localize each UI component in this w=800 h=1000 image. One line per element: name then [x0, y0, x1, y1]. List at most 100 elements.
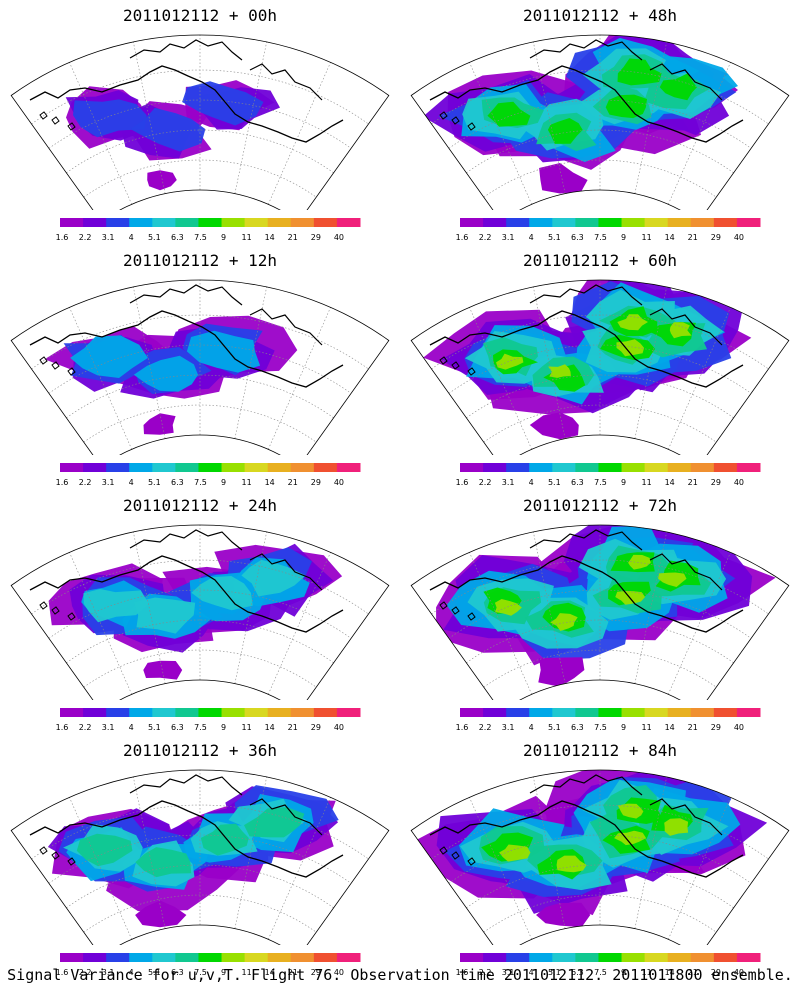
colorbar-tick-label: 5.1 [148, 723, 161, 732]
coastline [29, 800, 344, 878]
graticule-meridian [533, 41, 566, 194]
colorbar-swatch [198, 953, 223, 962]
colorbar-swatch [60, 708, 84, 717]
island-outline [67, 367, 76, 376]
colorbar-tick-label: 21 [688, 478, 698, 487]
colorbar-tick-label: 9 [621, 233, 626, 242]
colorbar-tick-label: 29 [711, 968, 721, 977]
colorbar-tick-label: 5.1 [148, 478, 161, 487]
island-outline [439, 846, 448, 855]
variance-contour [135, 847, 192, 878]
variance-contour [143, 660, 183, 680]
coastline [129, 284, 243, 306]
island-outline [451, 606, 460, 615]
colorbar-tick-label: 5.1 [148, 233, 161, 242]
colorbar-tick-label: 2.2 [479, 478, 492, 487]
graticule-meridian [668, 797, 731, 940]
colorbar-swatch [244, 708, 269, 717]
graticule-meridian [69, 307, 132, 450]
colorbar-tick-label: 3.1 [102, 478, 115, 487]
colorbar-swatch [552, 953, 576, 962]
colorbar-swatch [267, 708, 292, 717]
colorbar-tick-label: 7.5 [194, 478, 207, 487]
variance-contour [499, 844, 531, 862]
panel-title: 2011012112 + 12h [122, 251, 278, 270]
colorbar-swatch [736, 463, 761, 472]
colorbar-tick-label: 11 [642, 723, 652, 732]
coastline [429, 800, 744, 878]
colorbar-swatch [129, 218, 153, 227]
graticule-parallel [66, 619, 334, 664]
graticule-meridian [634, 531, 667, 684]
colorbar-swatch [575, 953, 599, 962]
variance-contour [617, 314, 648, 331]
colorbar-tick-label: 40 [334, 723, 344, 732]
colorbar-swatch [152, 218, 176, 227]
colorbar-swatch [506, 953, 530, 962]
graticule-meridian [133, 286, 166, 439]
colorbar-tick-label: 9 [221, 723, 226, 732]
colorbar-tick-label: 4 [129, 233, 134, 242]
colorbar-swatch [483, 953, 507, 962]
colorbar-swatch [83, 218, 107, 227]
coastline [429, 310, 744, 388]
variance-contour [605, 94, 647, 119]
graticule-parallel [48, 99, 352, 149]
colorbar-swatch [644, 218, 669, 227]
colorbar-swatch [290, 463, 315, 472]
graticule-parallel [448, 834, 752, 884]
colorbar-swatch [152, 463, 176, 472]
graticule-meridian [133, 531, 166, 684]
variance-contour [550, 613, 578, 631]
variance-contour [659, 73, 697, 101]
colorbar-swatch [313, 953, 338, 962]
variance-contour [548, 364, 571, 378]
coastline [129, 39, 243, 61]
colorbar-tick-label: 14 [265, 233, 275, 242]
variance-contour [543, 364, 586, 392]
colorbar-tick-label: 6.3 [571, 478, 584, 487]
colorbar-swatch [290, 218, 315, 227]
colorbar-swatch [598, 708, 623, 717]
variance-contour [616, 339, 645, 357]
map-border [10, 769, 390, 945]
colorbar-tick-label: 5.1 [548, 968, 561, 977]
graticule-meridian [133, 776, 166, 929]
colorbar-swatch [483, 463, 507, 472]
island-outline [67, 612, 76, 621]
graticule-parallel [466, 619, 734, 664]
panel-title: 2011012112 + 36h [122, 741, 278, 760]
colorbar: 1.6 2.2 3.1 4 5.1 6.3 7.5 9 11 14 21 29 40 [456, 463, 761, 487]
graticule-parallel [448, 99, 752, 149]
colorbar-swatch [221, 463, 246, 472]
colorbar-tick-label: 29 [311, 968, 321, 977]
map-field [47, 785, 339, 928]
panel-72h: 2011012112 + 72h 1.6 2.2 3.1 4 5.1 6.3 7.5 9 11 1… [410, 490, 790, 735]
colorbar-swatch [83, 708, 107, 717]
island-outline [67, 857, 76, 866]
colorbar-tick-label: 1.6 [456, 723, 469, 732]
coastline [249, 798, 323, 836]
variance-contour [147, 170, 177, 191]
map-field [423, 280, 752, 440]
colorbar-tick-label: 14 [665, 233, 675, 242]
colorbar: 1.6 2.2 3.1 4 5.1 6.3 7.5 9 11 14 21 29 40 [456, 953, 761, 977]
variance-contour [487, 101, 531, 127]
colorbar-swatch [106, 218, 130, 227]
polar-map [10, 279, 390, 455]
coastline [649, 553, 723, 591]
coastline [129, 774, 243, 796]
graticule-meridian [469, 552, 532, 695]
colorbar-swatch [221, 708, 246, 717]
colorbar-tick-label: 1.6 [456, 968, 469, 977]
colorbar-swatch [221, 218, 246, 227]
colorbar-swatch [529, 953, 553, 962]
coastline [649, 308, 723, 346]
coastline [249, 63, 323, 101]
graticule-parallel [48, 834, 352, 884]
colorbar-tick-label: 40 [734, 968, 744, 977]
panel-title: 2011012112 + 00h [122, 6, 278, 25]
colorbar-swatch [690, 463, 715, 472]
colorbar-swatch [175, 708, 199, 717]
colorbar-tick-label: 6.3 [571, 968, 584, 977]
